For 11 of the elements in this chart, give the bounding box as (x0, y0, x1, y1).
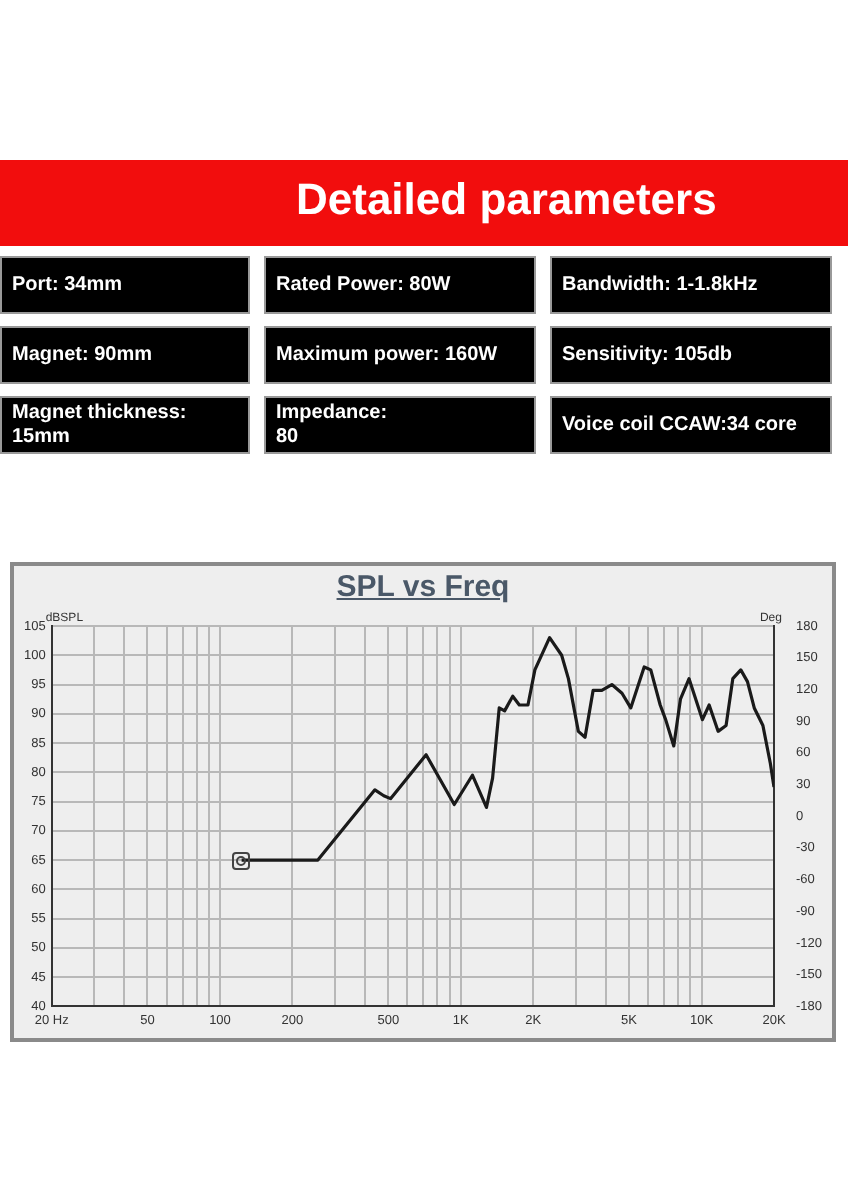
text: Magnet: 90mm (0, 326, 250, 384)
text: Voice coil CCAW:34 core (550, 396, 832, 454)
text: Maximum power: 160W (264, 326, 536, 384)
chart-title: SPL vs Freq (334, 568, 512, 606)
text: Bandwidth: 1-1.8kHz (550, 256, 832, 314)
text: Sensitivity: 105db (550, 326, 832, 384)
text: Rated Power: 80W (264, 256, 536, 314)
text: Port: 34mm (0, 256, 250, 314)
text: Detailed parameters (0, 160, 848, 246)
text: Magnet thickness: 15mm (0, 396, 250, 454)
text: Impedance: 80 (264, 396, 536, 454)
